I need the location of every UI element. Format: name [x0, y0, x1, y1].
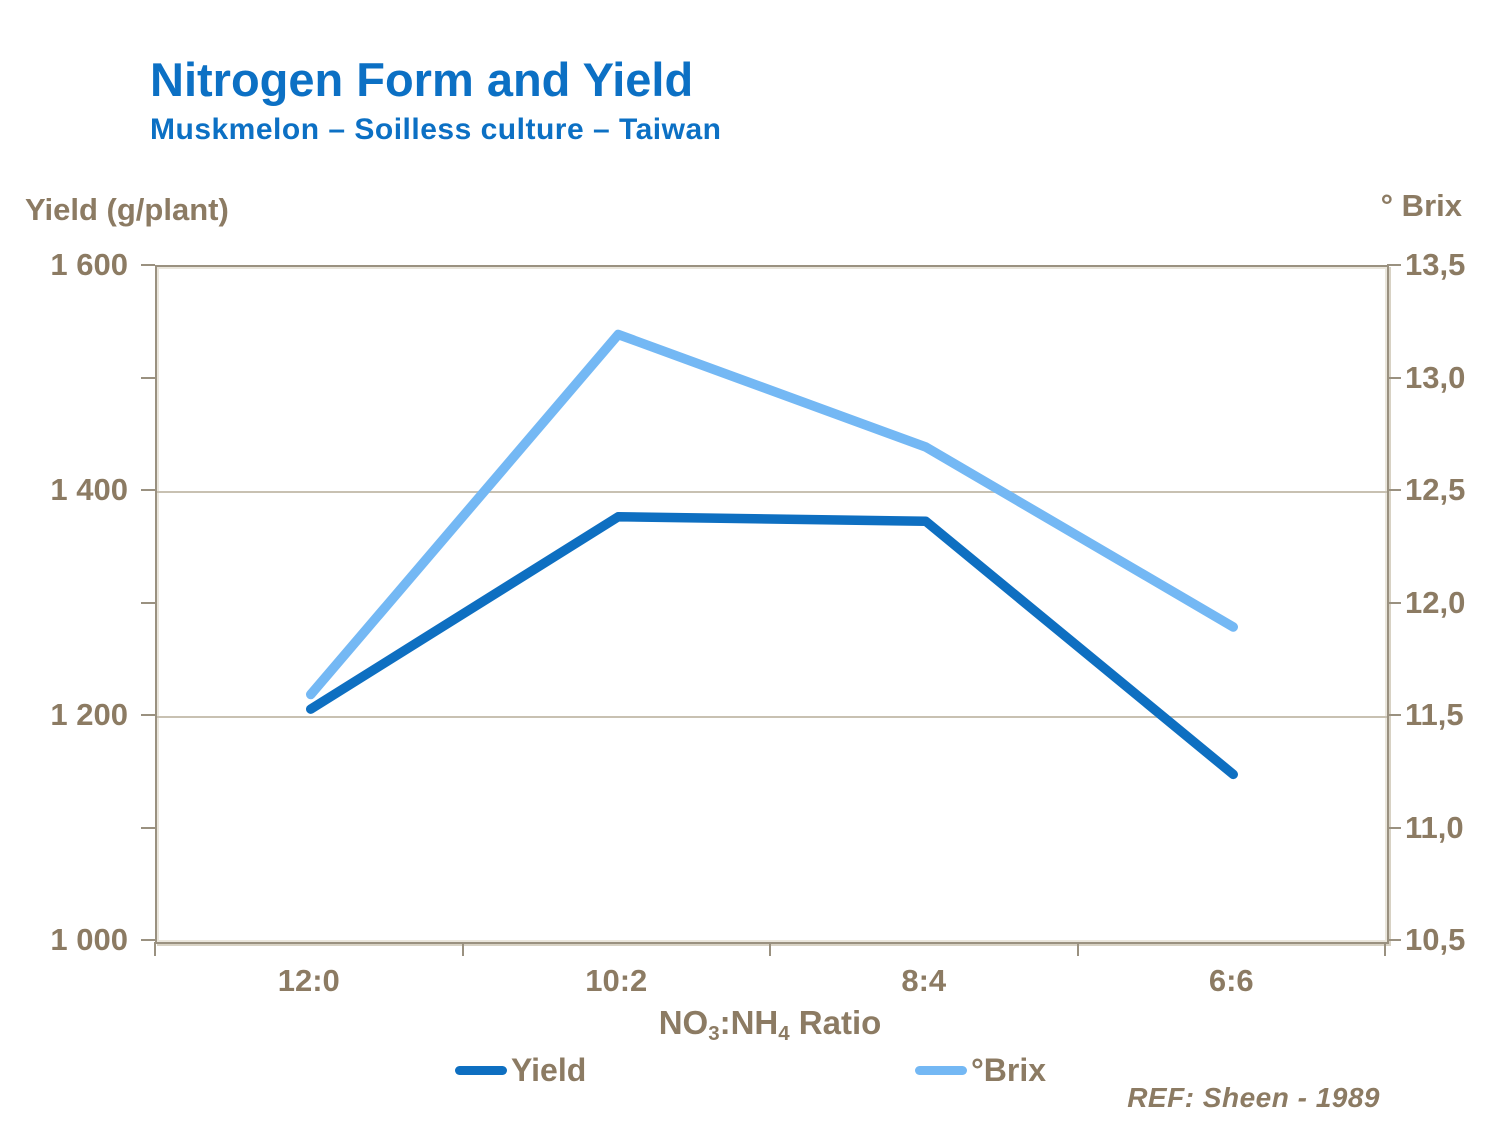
left-axis-tick-mark: [141, 714, 155, 716]
right-axis-tick-mark: [1387, 826, 1401, 829]
x-axis-tick-mark: [1076, 942, 1079, 956]
right-axis-tick-mark: [1387, 376, 1401, 379]
left-axis-tick-mark: [141, 264, 155, 266]
right-axis-tick-label: 11,5: [1405, 697, 1464, 732]
left-axis-tick-mark: [141, 601, 155, 604]
right-axis-tick-label: 12,5: [1405, 472, 1466, 507]
plot-area: [155, 265, 1389, 944]
legend-item-brix: °Brix: [915, 1048, 1046, 1092]
right-axis-tick-label: 12,0: [1405, 584, 1466, 620]
chart-title: Nitrogen Form and Yield: [150, 53, 694, 106]
right-axis-tick-label: 10,5: [1405, 922, 1466, 957]
x-axis-title-text: Ratio: [789, 1004, 882, 1041]
left-axis-tick-mark: [141, 489, 155, 491]
x-axis-tick-mark: [154, 942, 156, 956]
right-axis-tick-mark: [1387, 264, 1401, 266]
left-axis-tick-mark: [141, 939, 155, 941]
left-axis-tick-mark: [141, 826, 155, 829]
x-axis-tick-label: 12:0: [277, 963, 340, 998]
right-axis-title: ° Brix: [1380, 188, 1462, 223]
left-axis-tick-label: 1 400: [50, 472, 128, 507]
gridline: [157, 716, 1387, 718]
x-axis-title: NO3:NH4 Ratio: [155, 1004, 1385, 1046]
brix-line-swatch: [915, 1065, 967, 1075]
left-axis-tick-mark: [141, 376, 155, 379]
left-axis-title: Yield (g/plant): [25, 192, 229, 227]
x-axis-tick-label: 10:2: [585, 963, 648, 998]
right-axis-tick-mark: [1387, 489, 1401, 491]
left-axis-tick-label: 1 000: [50, 922, 128, 957]
left-axis-tick-label: 1 200: [50, 697, 128, 732]
x-axis-tick-label: 8:4: [901, 963, 947, 998]
right-axis-tick-label: 13,0: [1405, 359, 1466, 395]
legend-label-yield: Yield: [511, 1051, 587, 1088]
x-axis-title-subscript: 3: [708, 1022, 720, 1046]
x-axis-tick-mark: [1384, 942, 1386, 956]
right-axis-tick-label: 11,0: [1405, 809, 1464, 845]
x-axis-tick-mark: [769, 942, 771, 956]
right-axis-tick-mark: [1387, 601, 1401, 604]
chart-subtitle: Muskmelon – Soilless culture – Taiwan: [150, 113, 722, 146]
brix-line: [306, 329, 1238, 700]
yield-line-swatch: [455, 1065, 507, 1075]
x-axis-title-subscript: 4: [778, 1022, 790, 1046]
left-axis-tick-label: 1 600: [50, 247, 128, 282]
x-axis-tick-mark: [461, 942, 464, 956]
right-axis-tick-mark: [1387, 714, 1401, 716]
x-axis-title-text: :NH: [719, 1004, 779, 1041]
x-axis-tick-label: 6:6: [1208, 963, 1254, 998]
right-axis-tick-mark: [1387, 939, 1401, 941]
x-axis-title-text: NO: [658, 1004, 709, 1041]
legend-label-brix: °Brix: [971, 1051, 1047, 1088]
right-axis-tick-label: 13,5: [1405, 247, 1466, 282]
chart-canvas: [306, 329, 1238, 780]
reference: REF: Sheen - 1989: [1127, 1082, 1380, 1113]
legend-item-yield: Yield: [455, 1048, 586, 1092]
yield-line: [306, 512, 1238, 780]
gridline: [157, 491, 1387, 493]
